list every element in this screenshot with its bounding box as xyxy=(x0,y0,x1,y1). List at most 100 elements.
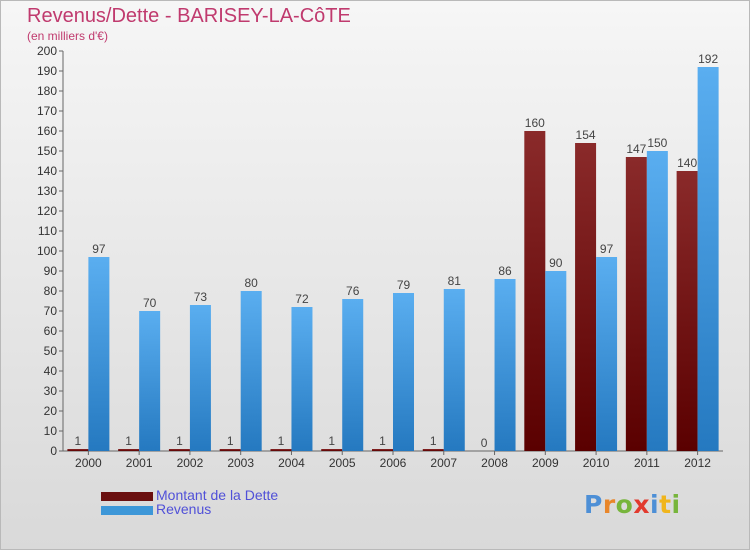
chart-title: Revenus/Dette - BARISEY-LA-CôTE xyxy=(27,5,351,27)
logo-letter: P xyxy=(584,490,603,519)
value-label-revenus: 192 xyxy=(698,52,718,66)
x-tick-label: 2000 xyxy=(75,456,102,470)
bar-dette xyxy=(118,449,140,451)
y-tick-label: 10 xyxy=(44,424,58,438)
bar-revenus xyxy=(240,291,262,451)
x-tick-label: 2003 xyxy=(227,456,254,470)
legend-swatch-dette xyxy=(101,492,153,501)
value-label-dette: 147 xyxy=(626,142,646,156)
x-tick-label: 2001 xyxy=(126,456,153,470)
bar-revenus xyxy=(393,293,414,451)
y-tick-label: 170 xyxy=(37,104,57,118)
value-label-dette: 1 xyxy=(278,434,285,448)
bar-revenus xyxy=(697,67,719,451)
x-tick-label: 2007 xyxy=(430,456,457,470)
x-tick-label: 2006 xyxy=(380,456,407,470)
value-label-dette: 1 xyxy=(125,434,132,448)
value-label-dette: 154 xyxy=(576,128,596,142)
value-label-dette: 0 xyxy=(481,436,488,450)
value-label-revenus: 97 xyxy=(600,242,614,256)
y-tick-label: 160 xyxy=(37,124,57,138)
logo-letter: i xyxy=(650,490,660,519)
y-tick-label: 30 xyxy=(44,384,58,398)
y-tick-label: 190 xyxy=(37,64,57,78)
bar-revenus xyxy=(88,257,110,451)
bar-dette xyxy=(321,449,343,451)
y-tick-label: 60 xyxy=(44,324,58,338)
legend-label-revenus: Revenus xyxy=(156,501,212,517)
y-tick-label: 20 xyxy=(44,404,58,418)
value-label-revenus: 150 xyxy=(647,136,667,150)
proxiti-logo: Proxiti xyxy=(584,490,681,519)
bar-revenus xyxy=(189,305,211,451)
y-tick-label: 0 xyxy=(50,444,57,458)
x-tick-label: 2011 xyxy=(634,456,660,470)
y-tick-label: 50 xyxy=(44,344,58,358)
value-label-revenus: 90 xyxy=(549,256,563,270)
bar-dette xyxy=(219,449,241,451)
logo-letter: t xyxy=(659,490,672,519)
y-tick-label: 100 xyxy=(37,244,57,258)
bar-revenus xyxy=(646,151,668,451)
value-label-dette: 140 xyxy=(677,156,697,170)
x-tick-label: 2005 xyxy=(329,456,356,470)
bar-dette xyxy=(676,171,698,451)
bar-revenus xyxy=(494,279,516,451)
value-label-dette: 1 xyxy=(176,434,183,448)
y-tick-label: 200 xyxy=(37,44,57,58)
bar-revenus xyxy=(443,289,465,451)
value-label-dette: 1 xyxy=(430,434,437,448)
value-label-dette: 1 xyxy=(379,434,386,448)
y-tick-label: 130 xyxy=(37,184,57,198)
y-tick-label: 120 xyxy=(37,204,57,218)
x-tick-label: 2012 xyxy=(684,456,711,470)
logo-letter: i xyxy=(671,490,681,519)
y-tick-label: 140 xyxy=(37,164,57,178)
value-label-revenus: 73 xyxy=(194,290,208,304)
y-tick-label: 180 xyxy=(37,84,57,98)
value-label-dette: 1 xyxy=(227,434,234,448)
bar-dette xyxy=(524,131,546,451)
x-tick-label: 2010 xyxy=(583,456,610,470)
chart-subtitle: (en milliers d'€) xyxy=(27,29,108,43)
bar-dette xyxy=(575,143,597,451)
y-tick-label: 150 xyxy=(37,144,57,158)
value-label-dette: 1 xyxy=(75,434,82,448)
logo-letter: r xyxy=(602,490,616,519)
x-tick-label: 2004 xyxy=(278,456,305,470)
bar-revenus xyxy=(342,299,364,451)
x-tick-label: 2008 xyxy=(481,456,508,470)
value-label-revenus: 72 xyxy=(295,292,309,306)
bar-dette xyxy=(168,449,190,451)
legend-label-dette: Montant de la Dette xyxy=(156,487,279,503)
y-tick-label: 90 xyxy=(44,264,58,278)
bar-dette xyxy=(422,449,444,451)
value-label-revenus: 80 xyxy=(245,276,259,290)
value-label-dette: 1 xyxy=(328,434,335,448)
value-label-revenus: 81 xyxy=(448,274,462,288)
value-label-dette: 160 xyxy=(525,116,545,130)
bar-dette xyxy=(270,449,292,451)
x-tick-label: 2002 xyxy=(177,456,204,470)
bar-dette xyxy=(67,449,89,451)
y-tick-label: 110 xyxy=(38,224,57,238)
value-label-revenus: 76 xyxy=(346,284,360,298)
y-tick-label: 80 xyxy=(44,284,58,298)
x-tick-label: 2009 xyxy=(532,456,559,470)
bar-dette xyxy=(625,157,647,451)
logo-letter: x xyxy=(633,490,650,519)
value-label-revenus: 86 xyxy=(498,264,512,278)
y-tick-label: 40 xyxy=(44,364,58,378)
legend-swatch-revenus xyxy=(101,506,153,515)
value-label-revenus: 79 xyxy=(397,278,411,292)
y-tick-label: 70 xyxy=(44,304,58,318)
bar-revenus xyxy=(596,257,618,451)
bar-revenus xyxy=(291,307,313,451)
value-label-revenus: 70 xyxy=(143,296,157,310)
value-label-revenus: 97 xyxy=(92,242,106,256)
bar-dette xyxy=(372,449,393,451)
bar-revenus xyxy=(545,271,567,451)
bar-revenus xyxy=(139,311,161,451)
